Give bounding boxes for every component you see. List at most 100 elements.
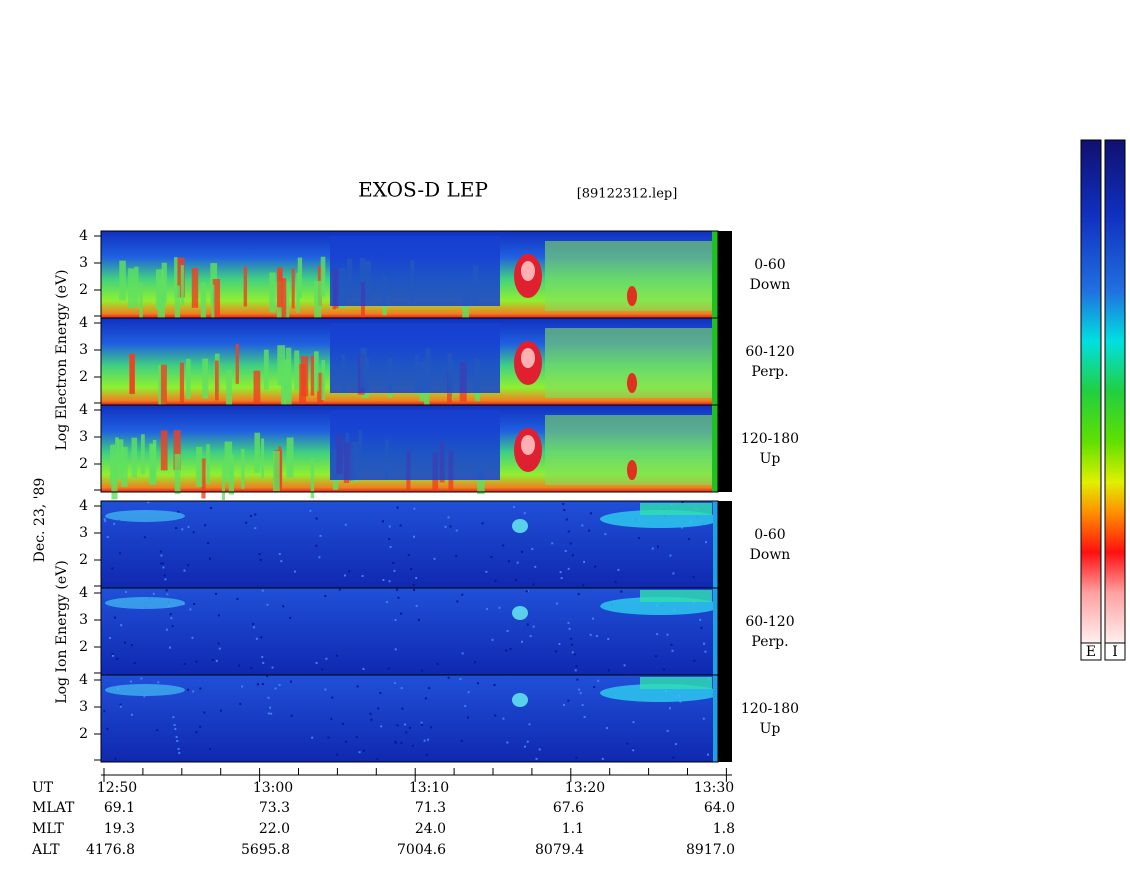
speckle xyxy=(147,501,150,504)
colorbar-box xyxy=(1104,642,1126,661)
electron-axis-label: Log Electron Energy (eV) xyxy=(54,269,70,450)
speckle xyxy=(412,583,415,586)
speckle xyxy=(261,683,264,686)
blue-gap xyxy=(330,236,500,306)
speckle xyxy=(570,637,573,640)
speckle xyxy=(681,501,684,504)
speckle xyxy=(106,728,109,731)
speckle xyxy=(212,658,215,661)
speckle xyxy=(271,666,274,669)
speckle xyxy=(370,718,373,721)
streak xyxy=(286,437,294,478)
edge xyxy=(712,405,718,492)
speckle xyxy=(208,557,211,560)
streak xyxy=(117,439,124,480)
speckle xyxy=(173,724,176,727)
speckle xyxy=(129,680,132,683)
speckle xyxy=(209,506,212,509)
speckle xyxy=(581,524,584,527)
streak xyxy=(119,260,126,301)
speckle xyxy=(267,696,270,699)
speckle xyxy=(464,705,467,708)
speckle xyxy=(280,560,283,563)
speckle xyxy=(591,617,594,620)
speckle xyxy=(493,684,496,687)
speckle xyxy=(389,545,392,548)
speckle xyxy=(259,559,262,562)
panel-direction: Down xyxy=(750,277,791,293)
speckle xyxy=(700,626,703,629)
hot-spot xyxy=(627,286,637,306)
streak xyxy=(253,370,261,411)
speckle xyxy=(456,600,459,603)
speckle xyxy=(393,569,396,572)
speckle xyxy=(209,748,212,751)
speckle xyxy=(112,654,115,657)
speckle xyxy=(133,661,136,664)
speckle xyxy=(607,669,610,672)
streak xyxy=(277,267,283,308)
speckle xyxy=(103,710,106,713)
speckle xyxy=(269,706,272,709)
edge xyxy=(712,318,718,405)
speckle xyxy=(394,619,397,622)
speckle xyxy=(425,753,428,756)
speckle xyxy=(266,675,269,678)
speckle xyxy=(526,740,529,743)
speckle xyxy=(551,542,554,545)
speckle xyxy=(324,595,327,598)
streak xyxy=(300,356,309,397)
time-label: 13:30 xyxy=(694,780,734,796)
speckle xyxy=(348,570,351,573)
ion-beam xyxy=(640,677,712,689)
speckle xyxy=(526,623,529,626)
speckle xyxy=(261,655,264,658)
speckle xyxy=(169,613,172,616)
speckle xyxy=(666,633,669,636)
streak xyxy=(314,280,322,321)
speckle xyxy=(355,736,358,739)
speckle xyxy=(430,726,433,729)
streak xyxy=(215,360,219,401)
speckle xyxy=(415,604,418,607)
ephemeris-value: 19.3 xyxy=(104,821,135,837)
speckle xyxy=(319,534,322,537)
speckle xyxy=(594,565,597,568)
speckle xyxy=(670,643,673,646)
speckle xyxy=(567,567,570,570)
streak xyxy=(196,446,203,487)
speckle xyxy=(563,509,566,512)
speckle xyxy=(241,685,244,688)
speckle xyxy=(467,691,470,694)
speckle xyxy=(171,625,174,628)
speckle xyxy=(654,655,657,658)
speckle xyxy=(560,577,563,580)
speckle xyxy=(336,753,339,756)
streak xyxy=(141,434,145,475)
speckle xyxy=(356,685,359,688)
y-tick-label: 4 xyxy=(79,672,88,688)
streak xyxy=(111,459,118,500)
streak xyxy=(157,279,166,320)
speckle xyxy=(583,560,586,563)
speckle xyxy=(669,554,672,557)
time-label: 13:00 xyxy=(253,780,293,796)
streak xyxy=(186,358,191,399)
speckle xyxy=(274,687,277,690)
streak xyxy=(261,438,265,479)
speckle xyxy=(413,507,416,510)
speckle xyxy=(699,618,702,621)
speckle xyxy=(327,736,330,739)
speckle xyxy=(593,686,596,689)
y-tick-label: 4 xyxy=(79,315,88,331)
speckle xyxy=(607,638,610,641)
streak xyxy=(310,355,315,396)
speckle xyxy=(423,739,426,742)
speckle xyxy=(656,633,659,636)
speckle xyxy=(195,660,198,663)
y-tick-label: 2 xyxy=(79,456,88,472)
time-label: 13:20 xyxy=(565,780,605,796)
ion-beam xyxy=(512,606,528,620)
speckle xyxy=(506,629,509,632)
